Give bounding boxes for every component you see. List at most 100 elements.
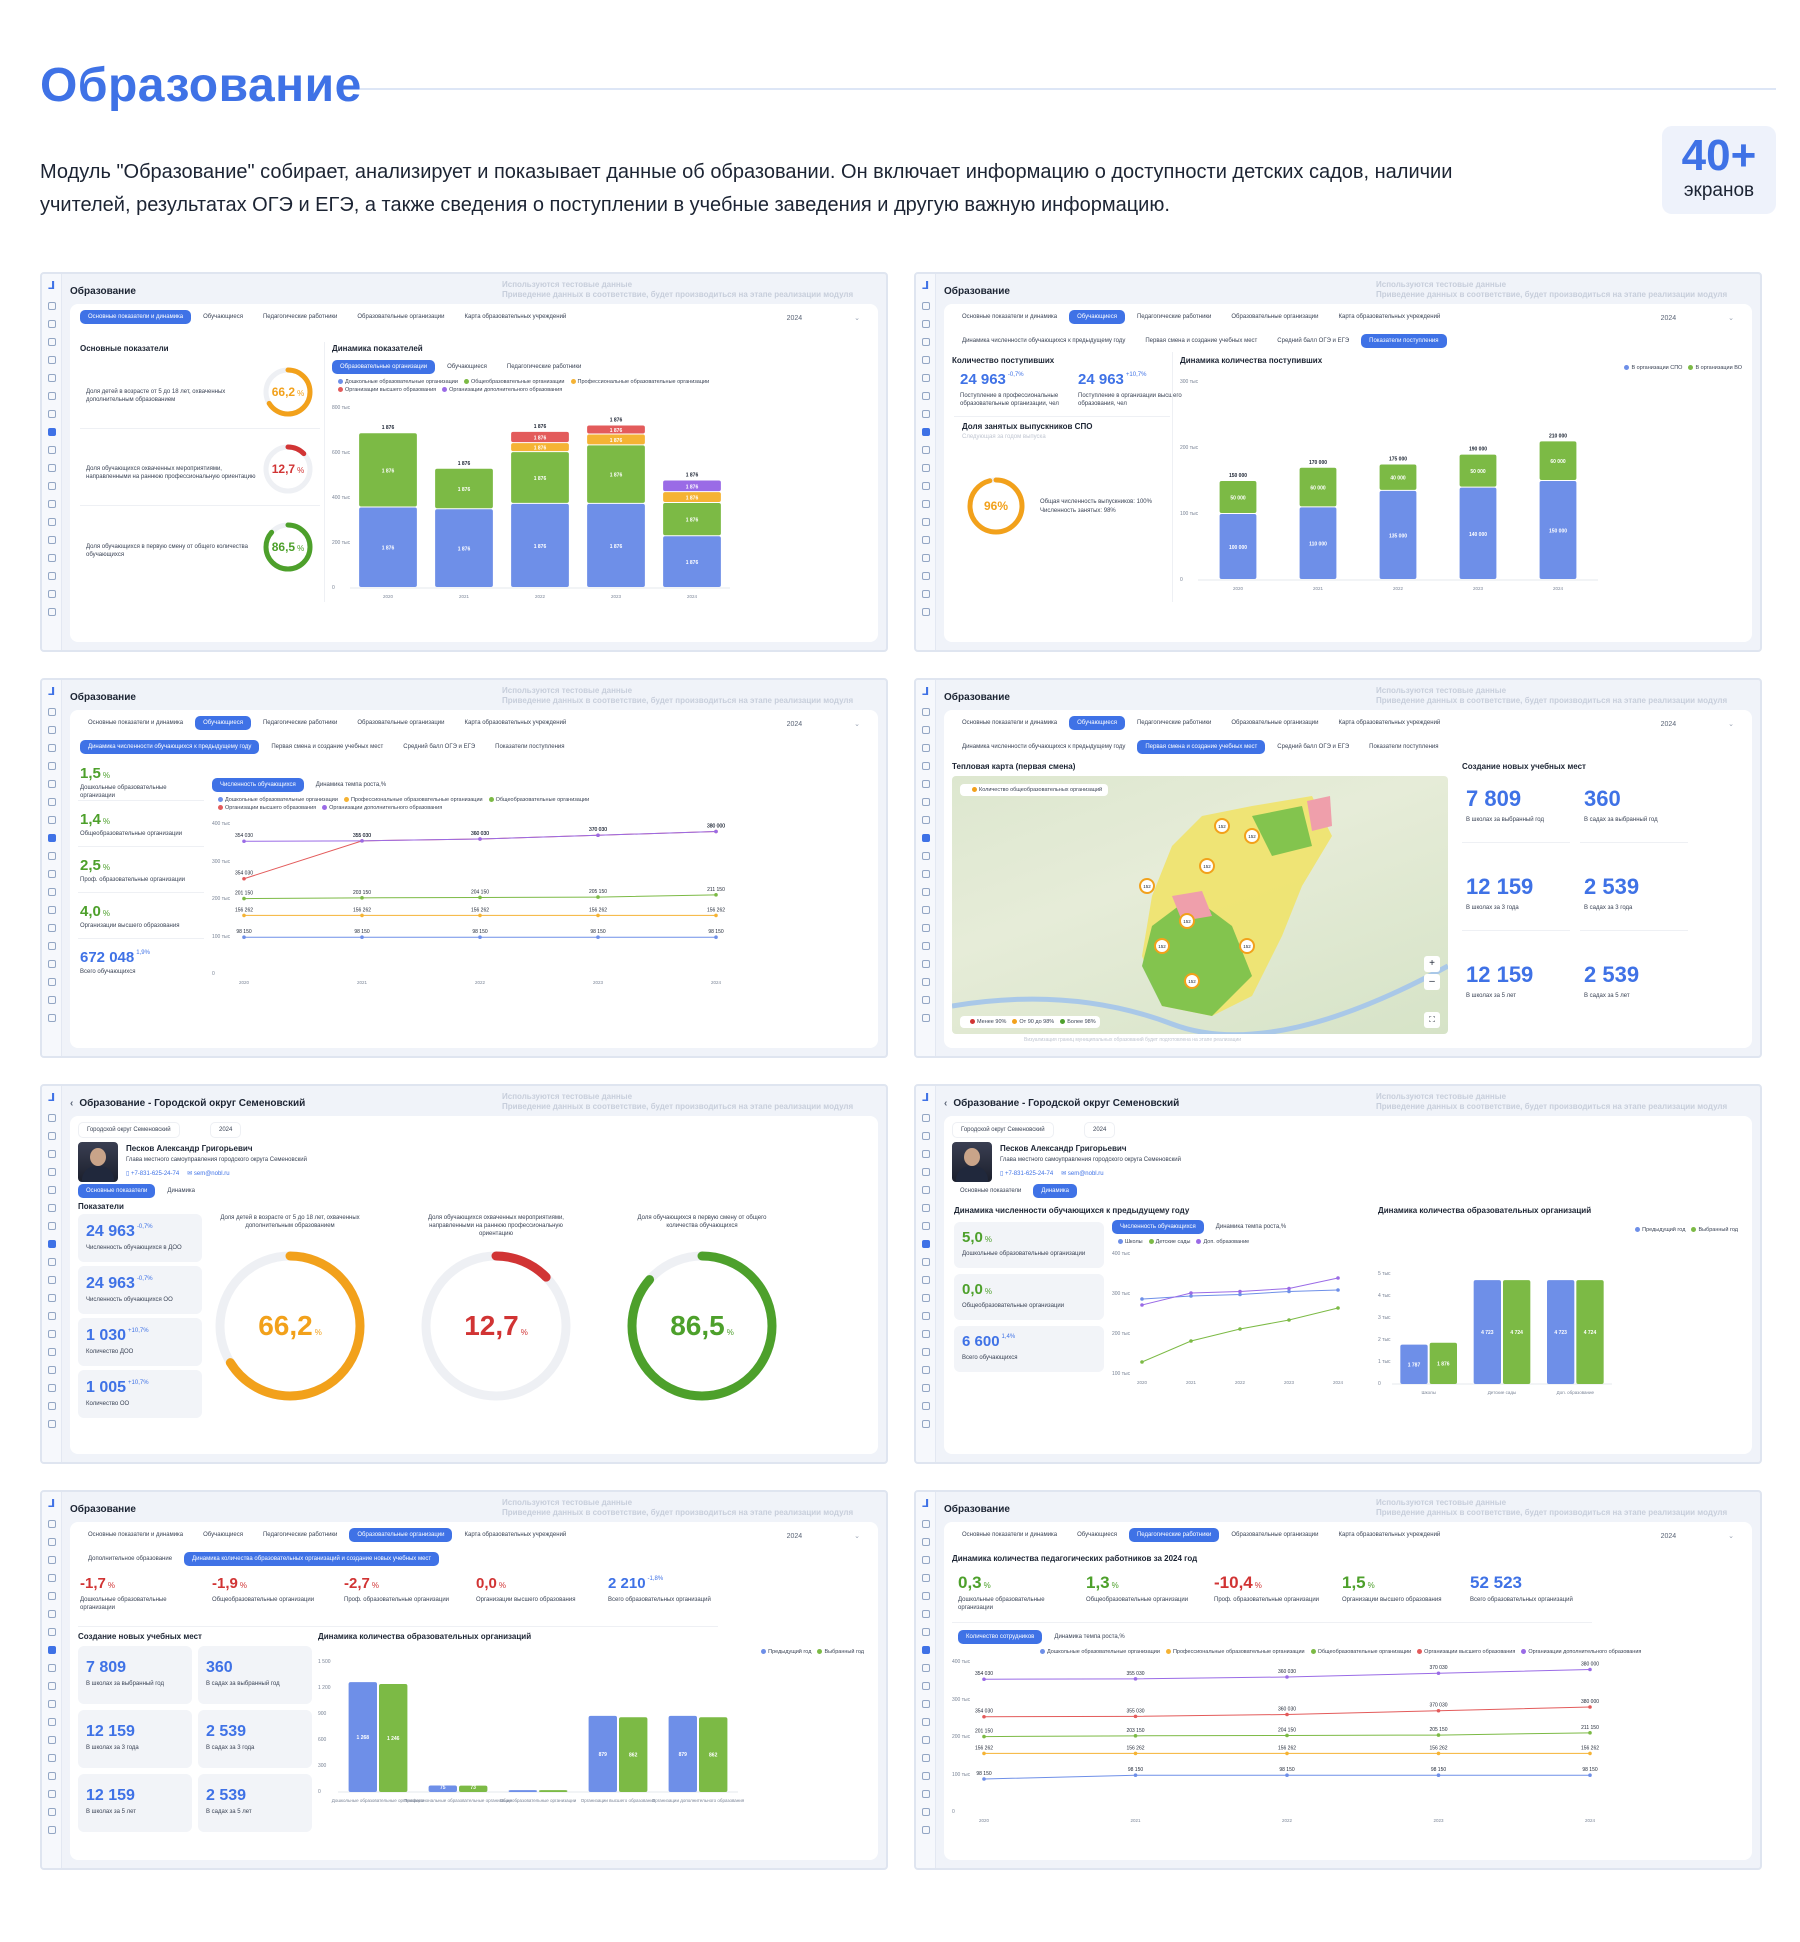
phone-link[interactable]: ▯ +7-831-625-24-74 xyxy=(1000,1171,1054,1177)
nav-item-icon[interactable] xyxy=(47,744,56,752)
tab-5[interactable]: Карта образовательных учреждений xyxy=(464,720,567,726)
nav-item-icon[interactable] xyxy=(921,1294,930,1302)
tab-3[interactable]: Педагогические работники xyxy=(262,720,338,726)
nav-item-icon[interactable] xyxy=(921,428,930,436)
tab-3[interactable]: Педагогические работники xyxy=(506,364,582,370)
nav-item-icon[interactable] xyxy=(921,960,930,968)
tab-2[interactable]: Первая смена и создание учебных мест xyxy=(271,744,384,750)
nav-item-icon[interactable] xyxy=(921,338,930,346)
nav-item-icon[interactable] xyxy=(921,816,930,824)
nav-item-icon[interactable] xyxy=(921,1754,930,1762)
tab-5[interactable]: Карта образовательных учреждений xyxy=(464,314,567,320)
nav-item-icon[interactable] xyxy=(47,780,56,788)
nav-item-icon[interactable] xyxy=(47,1628,56,1636)
nav-item-icon[interactable] xyxy=(921,1646,930,1654)
tab-4[interactable]: Образовательные организации xyxy=(1231,720,1319,726)
nav-item-icon[interactable] xyxy=(921,708,930,716)
nav-item-icon[interactable] xyxy=(47,446,56,454)
nav-item-icon[interactable] xyxy=(47,1574,56,1582)
tab-4[interactable]: Показатели поступления xyxy=(1361,334,1447,348)
nav-item-icon[interactable] xyxy=(47,356,56,364)
tab-2[interactable]: Динамика темпа роста,% xyxy=(1054,1634,1125,1640)
nav-item-icon[interactable] xyxy=(47,1222,56,1230)
nav-item-icon[interactable] xyxy=(47,608,56,616)
tab-2[interactable]: Динамика xyxy=(1033,1184,1078,1198)
tab-2[interactable]: Динамика темпа роста,% xyxy=(1215,1224,1287,1230)
year-select[interactable]: 2024 xyxy=(1661,720,1734,728)
nav-item-icon[interactable] xyxy=(921,1402,930,1410)
nav-item-icon[interactable] xyxy=(921,780,930,788)
tab-2[interactable]: Обучающиеся xyxy=(447,364,487,370)
nav-item-icon[interactable] xyxy=(921,320,930,328)
nav-item-icon[interactable] xyxy=(47,852,56,860)
nav-item-icon[interactable] xyxy=(47,1114,56,1122)
tab-3[interactable]: Средний балл ОГЭ и ЕГЭ xyxy=(403,744,476,750)
tab-1[interactable]: Образовательные организации xyxy=(332,360,436,374)
nav-item-icon[interactable] xyxy=(921,1312,930,1320)
nav-item-icon[interactable] xyxy=(921,446,930,454)
year-select[interactable]: 2024 xyxy=(1661,1532,1734,1540)
tab-1[interactable]: Динамика численности обучающихся к преды… xyxy=(80,740,260,754)
nav-item-icon[interactable] xyxy=(47,1258,56,1266)
tab-3[interactable]: Средний балл ОГЭ и ЕГЭ xyxy=(1277,744,1350,750)
nav-item-icon[interactable] xyxy=(47,726,56,734)
tab-1[interactable]: Основные показатели и динамика xyxy=(80,310,192,324)
nav-item-icon[interactable] xyxy=(921,302,930,310)
nav-item-icon[interactable] xyxy=(921,536,930,544)
tab-4[interactable]: Образовательные организации xyxy=(1231,314,1319,320)
nav-item-icon[interactable] xyxy=(47,554,56,562)
nav-item-icon[interactable] xyxy=(47,978,56,986)
nav-item-icon[interactable] xyxy=(921,906,930,914)
zoom-in-button[interactable]: + xyxy=(1424,956,1440,972)
nav-item-icon[interactable] xyxy=(47,1276,56,1284)
nav-item-icon[interactable] xyxy=(921,1826,930,1834)
tab-2[interactable]: Динамика количества образовательных орга… xyxy=(184,1552,440,1566)
nav-item-icon[interactable] xyxy=(921,762,930,770)
nav-item-icon[interactable] xyxy=(921,1384,930,1392)
nav-item-icon[interactable] xyxy=(47,1132,56,1140)
phone-link[interactable]: +7-831-625-24-74 xyxy=(130,1171,180,1177)
nav-item-icon[interactable] xyxy=(921,590,930,598)
nav-item-icon[interactable] xyxy=(921,888,930,896)
year-select[interactable]: 2024 xyxy=(1084,1122,1116,1138)
nav-item-icon[interactable] xyxy=(47,590,56,598)
tab-2[interactable]: Динамика xyxy=(167,1188,196,1194)
nav-item-icon[interactable] xyxy=(921,744,930,752)
nav-item-icon[interactable] xyxy=(47,1808,56,1816)
nav-item-icon[interactable] xyxy=(921,1556,930,1564)
nav-item-icon[interactable] xyxy=(921,1682,930,1690)
tab-5[interactable]: Карта образовательных учреждений xyxy=(1338,314,1441,320)
nav-item-icon[interactable] xyxy=(47,1736,56,1744)
nav-item-icon[interactable] xyxy=(47,572,56,580)
tab-1[interactable]: Количество сотрудников xyxy=(958,1630,1043,1644)
nav-item-icon[interactable] xyxy=(47,482,56,490)
fullscreen-icon[interactable]: ⛶ xyxy=(1424,1012,1440,1028)
nav-item-icon[interactable] xyxy=(47,942,56,950)
nav-item-icon[interactable] xyxy=(47,464,56,472)
tab-1[interactable]: Основные показатели и динамика xyxy=(962,720,1058,726)
nav-item-icon[interactable] xyxy=(921,1700,930,1708)
tab-2[interactable]: Обучающиеся xyxy=(1069,310,1125,324)
tab-1[interactable]: Динамика численности обучающихся к преды… xyxy=(962,338,1126,344)
nav-item-icon[interactable] xyxy=(47,1330,56,1338)
nav-item-icon[interactable] xyxy=(47,338,56,346)
nav-item-icon[interactable] xyxy=(921,500,930,508)
nav-item-icon[interactable] xyxy=(47,924,56,932)
tab-1[interactable]: Основные показатели xyxy=(960,1188,1022,1194)
email-link[interactable]: ✉ sem@nobl.ru xyxy=(1061,1171,1104,1177)
nav-item-icon[interactable] xyxy=(47,1772,56,1780)
nav-item-icon[interactable] xyxy=(47,1402,56,1410)
tab-5[interactable]: Карта образовательных учреждений xyxy=(1338,720,1441,726)
nav-item-icon[interactable] xyxy=(921,482,930,490)
nav-item-icon[interactable] xyxy=(47,1826,56,1834)
nav-item-icon[interactable] xyxy=(921,978,930,986)
nav-item-icon[interactable] xyxy=(921,1664,930,1672)
map-regions[interactable]: 152 152 152 152 152 152 152 152 xyxy=(952,776,1448,1034)
nav-item-icon[interactable] xyxy=(921,392,930,400)
nav-item-icon[interactable] xyxy=(47,798,56,806)
nav-item-icon[interactable] xyxy=(47,1420,56,1428)
nav-item-icon[interactable] xyxy=(47,888,56,896)
nav-item-icon[interactable] xyxy=(47,708,56,716)
nav-item-icon[interactable] xyxy=(921,1808,930,1816)
back-arrow-icon[interactable]: ‹ xyxy=(944,1098,948,1109)
